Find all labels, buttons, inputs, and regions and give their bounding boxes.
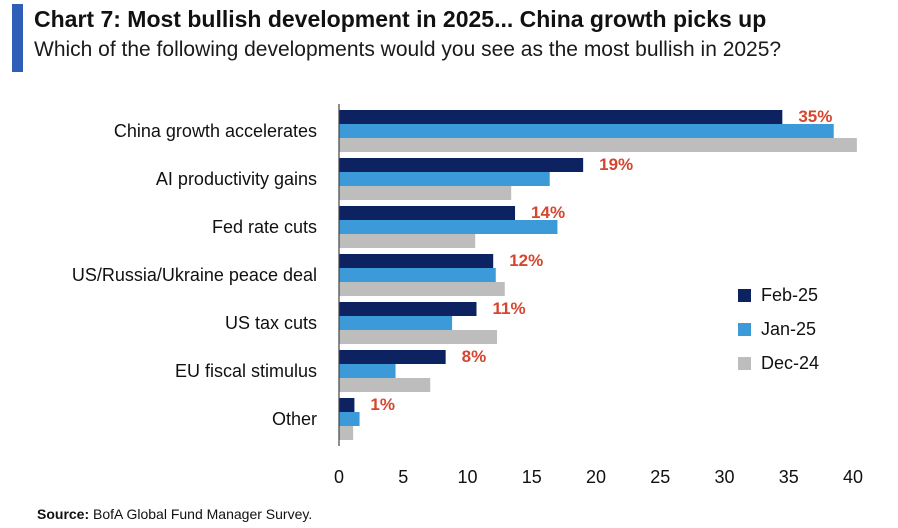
bar-dec-24-1 bbox=[339, 186, 512, 200]
bar-dec-24-2 bbox=[339, 234, 476, 248]
legend-swatch bbox=[738, 289, 751, 302]
legend-label: Jan-25 bbox=[761, 319, 816, 339]
bar-dec-24-3 bbox=[339, 282, 505, 296]
category-label: US tax cuts bbox=[225, 313, 317, 333]
bar-jan-25-1 bbox=[339, 172, 550, 186]
x-tick-label: 25 bbox=[650, 467, 670, 487]
data-label: 11% bbox=[492, 299, 525, 318]
bar-jan-25-4 bbox=[339, 316, 453, 330]
bar-feb-25-0 bbox=[339, 110, 783, 124]
x-tick-label: 5 bbox=[398, 467, 408, 487]
x-tick-label: 30 bbox=[714, 467, 734, 487]
chart-title: Chart 7: Most bullish development in 202… bbox=[34, 6, 767, 32]
legend-label: Dec-24 bbox=[761, 353, 819, 373]
data-label: 14% bbox=[531, 203, 565, 222]
data-label: 35% bbox=[798, 107, 832, 126]
title-accent-bar bbox=[12, 4, 23, 72]
bar-dec-24-4 bbox=[339, 330, 498, 344]
x-tick-label: 40 bbox=[843, 467, 863, 487]
source-label: Source: bbox=[37, 506, 90, 522]
category-label: Other bbox=[272, 409, 317, 429]
bar-dec-24-6 bbox=[339, 426, 354, 440]
x-tick-label: 10 bbox=[457, 467, 477, 487]
source-note: Source: BofA Global Fund Manager Survey. bbox=[37, 506, 312, 522]
data-label: 1% bbox=[370, 395, 395, 414]
data-label: 12% bbox=[509, 251, 543, 270]
x-tick-label: 15 bbox=[522, 467, 542, 487]
bar-feb-25-5 bbox=[339, 350, 446, 364]
bar-jan-25-0 bbox=[339, 124, 834, 138]
source-text: BofA Global Fund Manager Survey. bbox=[89, 506, 313, 522]
bar-dec-24-0 bbox=[339, 138, 857, 152]
legend-swatch bbox=[738, 323, 751, 336]
x-tick-label: 20 bbox=[586, 467, 606, 487]
bar-dec-24-5 bbox=[339, 378, 431, 392]
category-label: US/Russia/Ukraine peace deal bbox=[72, 265, 317, 285]
data-label: 19% bbox=[599, 155, 633, 174]
bar-feb-25-4 bbox=[339, 302, 477, 316]
bar-jan-25-5 bbox=[339, 364, 396, 378]
legend-label: Feb-25 bbox=[761, 285, 818, 305]
category-label: China growth accelerates bbox=[114, 121, 317, 141]
data-label: 8% bbox=[462, 347, 487, 366]
bar-feb-25-2 bbox=[339, 206, 516, 220]
bar-feb-25-1 bbox=[339, 158, 584, 172]
category-label: EU fiscal stimulus bbox=[175, 361, 317, 381]
bar-jan-25-6 bbox=[339, 412, 360, 426]
legend-swatch bbox=[738, 357, 751, 370]
bar-jan-25-3 bbox=[339, 268, 496, 282]
x-tick-label: 0 bbox=[334, 467, 344, 487]
x-tick-label: 35 bbox=[779, 467, 799, 487]
bar-feb-25-6 bbox=[339, 398, 355, 412]
category-label: AI productivity gains bbox=[156, 169, 317, 189]
bar-feb-25-3 bbox=[339, 254, 494, 268]
category-label: Fed rate cuts bbox=[212, 217, 317, 237]
bar-jan-25-2 bbox=[339, 220, 558, 234]
chart-subtitle: Which of the following developments woul… bbox=[34, 38, 782, 61]
